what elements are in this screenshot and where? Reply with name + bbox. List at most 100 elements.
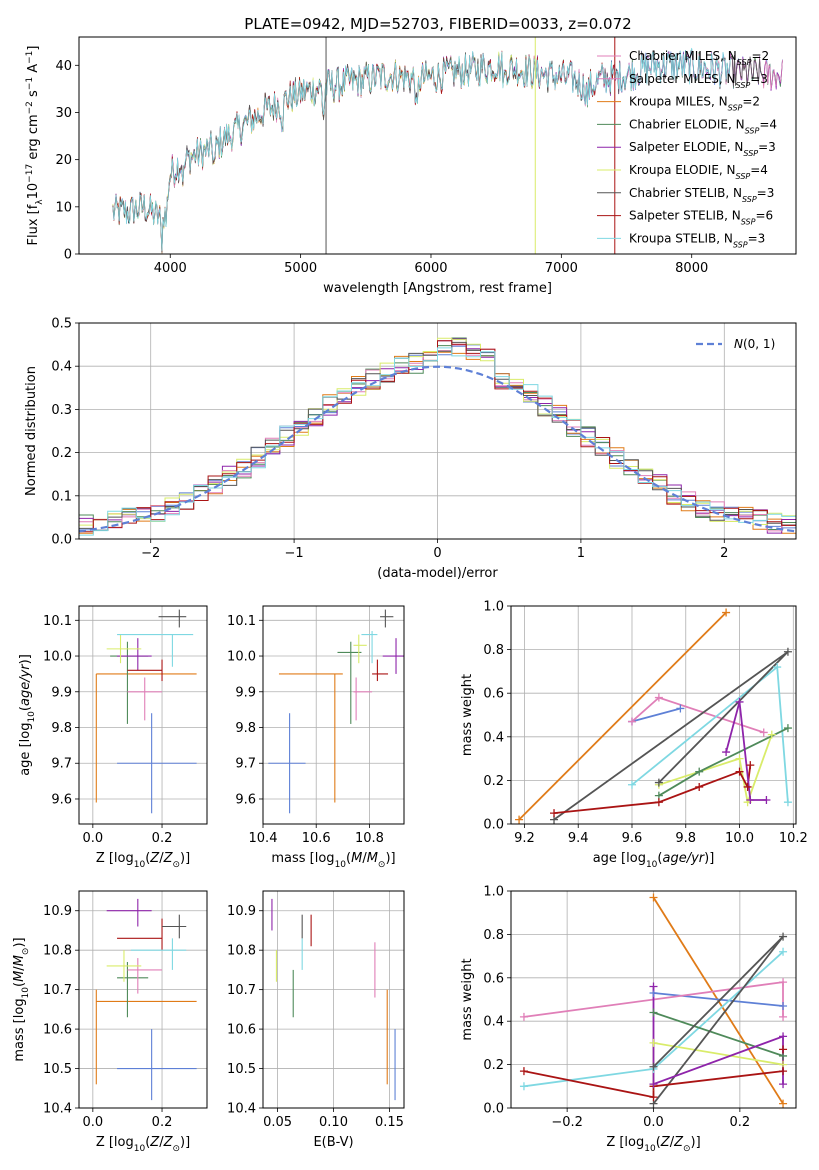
weight-marker-red — [779, 1067, 788, 1076]
legend-label: Kroupa MILES, NSSP=2 — [629, 95, 760, 113]
y-tick-label: 10.5 — [227, 1062, 256, 1077]
x-tick-label: 10.6 — [302, 831, 331, 846]
plot-area — [79, 337, 796, 536]
y-tick-label: 30 — [55, 106, 72, 121]
weight-marker-red — [649, 1093, 658, 1102]
weight-line-gray — [553, 651, 789, 821]
x-tick-label: 10.8 — [355, 831, 384, 846]
weight-marker-yellow — [767, 730, 776, 739]
weight-marker-purple — [746, 796, 755, 805]
weight-marker-cyan — [627, 780, 636, 789]
weight-marker-red — [779, 1045, 788, 1054]
weight-marker-gray — [649, 1062, 658, 1071]
x-tick-label: −0.2 — [551, 1115, 583, 1130]
plot-area — [268, 609, 404, 814]
x-axis-label: mass [log10(M/M⊙)] — [271, 851, 395, 870]
y-tick-label: 10.4 — [227, 1102, 256, 1117]
x-tick-label: 0.0 — [82, 1115, 103, 1130]
plot-frame — [262, 890, 405, 1109]
y-tick-label: 10.1 — [43, 614, 72, 629]
x-tick-label: 0.2 — [730, 1115, 751, 1130]
weight-marker-gray — [783, 647, 792, 656]
y-tick-label: 0.4 — [483, 730, 504, 745]
x-tick-label: 8000 — [675, 261, 708, 276]
y-tick-label: 9.7 — [235, 757, 256, 772]
y-tick-label: 9.7 — [51, 757, 72, 772]
y-tick-label: 0.8 — [483, 643, 504, 658]
x-tick-label: 0.05 — [263, 1115, 292, 1130]
weight-line-purple — [652, 986, 784, 1086]
y-tick-label: 10.0 — [43, 650, 72, 665]
y-axis-label: mass weight — [460, 958, 475, 1040]
plot-area — [95, 609, 197, 814]
weight-marker-cyan — [779, 947, 788, 956]
y-tick-label: 10.9 — [43, 904, 72, 919]
legend-label: Salpeter MILES, NSSP=3 — [629, 72, 768, 90]
weight-line-blue — [653, 992, 784, 1007]
y-tick-label: 0.6 — [483, 687, 504, 702]
weight-line-blue — [631, 707, 681, 723]
x-tick-label: 0.2 — [152, 831, 173, 846]
y-tick-label: 0.0 — [483, 818, 504, 833]
weight-marker-green — [695, 767, 704, 776]
x-tick-label: 10.0 — [725, 831, 754, 846]
residual-histogram-panel: −2 −1 0 1 2 0.0 0.1 0.2 0.3 0.4 0.5 (data-model)/er… — [24, 317, 797, 581]
spectrum-series-cyan — [112, 47, 731, 251]
weight-line-purple — [725, 701, 767, 801]
legend-label: Salpeter ELODIE, NSSP=3 — [629, 140, 776, 158]
x-tick-label: 6000 — [414, 261, 447, 276]
x-axis-label: Z [log10(Z/Z⊙)] — [96, 851, 190, 870]
y-tick-label: 40 — [55, 59, 72, 74]
x-tick-label: 0.0 — [643, 1115, 664, 1130]
weight-marker-red — [550, 809, 559, 818]
spectrum-series-yellow — [112, 51, 536, 254]
weight-marker-red — [695, 782, 704, 791]
weight-marker-purple — [779, 1080, 788, 1089]
weight-marker-purple — [722, 748, 731, 757]
weight-marker-gray — [654, 778, 663, 787]
weight-vs-metallicity-panel: −0.2 0.0 0.2 0.0 0.2 0.4 0.6 0.8 1.0 Z [log10(Z/Z… — [460, 885, 797, 1154]
weight-marker-purple — [649, 1080, 658, 1089]
x-tick-label: 9.2 — [514, 831, 535, 846]
weight-line-green — [653, 1011, 784, 1057]
plot-area — [271, 898, 396, 1101]
plot-area — [95, 898, 197, 1101]
weight-marker-red — [654, 798, 663, 807]
weight-marker-pink — [519, 1012, 528, 1021]
y-axis-label: Flux [fλ10−17 erg cm−2 s−1 A−1] — [25, 46, 45, 246]
x-axis-label: Z [log10(Z/Z⊙)] — [96, 1135, 190, 1154]
weight-marker-orange — [722, 608, 731, 617]
y-tick-label: 10.5 — [43, 1062, 72, 1077]
y-tick-label: 0.3 — [51, 403, 72, 418]
plot-frame — [262, 605, 405, 825]
weight-marker-green — [649, 1008, 658, 1017]
age-vs-mass-panel: 10.4 10.6 10.8 9.6 9.7 9.8 9.9 10.0 10.1 mass [lo… — [227, 605, 405, 870]
y-tick-label: 10.1 — [227, 614, 256, 629]
y-tick-label: 1.0 — [483, 600, 504, 615]
weight-marker-blue — [779, 1002, 788, 1011]
y-tick-label: 20 — [55, 153, 72, 168]
y-tick-label: 9.6 — [51, 792, 72, 807]
plot-frame — [78, 322, 797, 540]
y-tick-label: 0.6 — [483, 971, 504, 986]
x-tick-label: 0 — [433, 546, 441, 561]
y-tick-label: 1.0 — [483, 885, 504, 900]
y-tick-label: 10.4 — [43, 1102, 72, 1117]
weight-marker-blue — [676, 704, 685, 713]
x-tick-label: 0.15 — [375, 1115, 404, 1130]
weight-line-red — [553, 764, 752, 814]
mass-vs-metallicity-panel: 0.0 0.2 10.4 10.5 10.6 10.7 10.8 10.9 Z [log10(Z… — [12, 890, 208, 1154]
y-tick-label: 9.9 — [51, 685, 72, 700]
legend-label: Chabrier STELIB, NSSP=3 — [629, 186, 774, 204]
x-axis-label: E(B-V) — [313, 1135, 353, 1150]
weight-marker-pink — [759, 728, 768, 737]
y-axis-label: age [log10(age/yr)] — [18, 654, 37, 776]
x-tick-label: −1 — [285, 546, 304, 561]
histogram-cyan — [79, 347, 796, 536]
plot-frame — [510, 890, 797, 1109]
y-tick-label: 0.2 — [483, 774, 504, 789]
y-tick-label: 0.0 — [51, 533, 72, 548]
weight-marker-red — [519, 1067, 528, 1076]
y-tick-label: 10 — [55, 200, 72, 215]
y-axis-label: mass [log10(M/M⊙)] — [12, 937, 31, 1061]
